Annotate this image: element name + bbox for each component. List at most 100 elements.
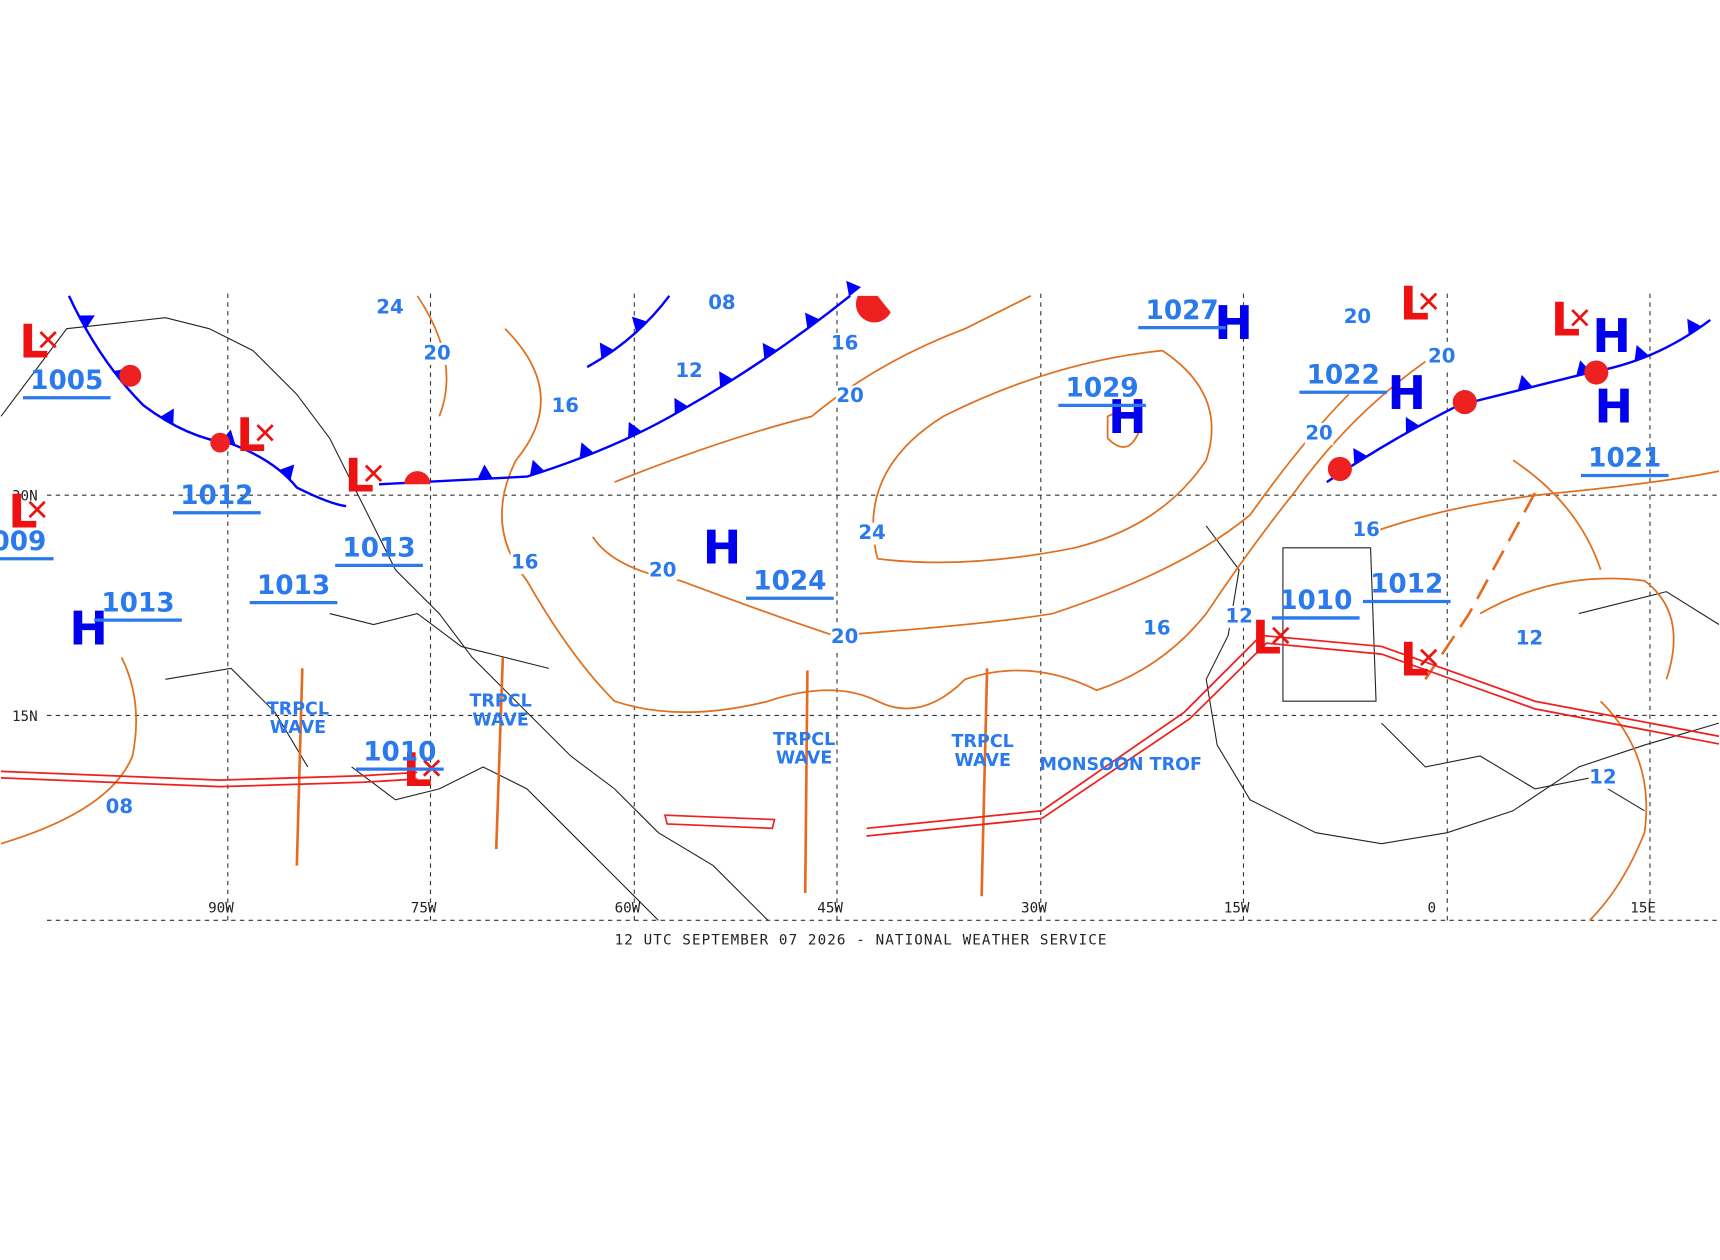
high-center: H: [1387, 366, 1426, 420]
pressure-value: 1029: [1066, 374, 1139, 404]
front-triangle: [160, 408, 174, 425]
longitude-label: 45W: [817, 901, 843, 917]
footer: 12 UTC SEPTEMBER 07 2026 - NATIONAL WEAT…: [615, 932, 1108, 948]
tropical-wave: [803, 670, 809, 893]
front-triangle: [846, 280, 862, 297]
isobar-label-bg: [1588, 766, 1618, 789]
triangle: [78, 315, 95, 329]
isobar: [1512, 459, 1602, 571]
isobar: [591, 393, 1350, 637]
low-marker: [28, 500, 46, 519]
low-center: L: [19, 315, 48, 369]
isobar-label-bg: [105, 796, 134, 819]
front-triangle: [1517, 374, 1533, 391]
high-center: H: [703, 521, 742, 575]
isobar-label-bg: [648, 559, 678, 582]
pressure-value: 1010: [1279, 586, 1352, 616]
low-center: L: [1400, 632, 1429, 686]
low-marker: [1420, 292, 1438, 310]
triangle: [762, 342, 778, 359]
isobar-label: 08: [708, 291, 735, 314]
pressure-value: 1027: [1146, 296, 1219, 326]
low-marker: [1272, 626, 1290, 645]
fronts: [67, 280, 1711, 508]
isobar-label-bg: [707, 292, 737, 315]
triangle: [631, 316, 648, 333]
isobar-label: 08: [106, 795, 133, 818]
isobar-label: 20: [649, 558, 676, 581]
low-marker: [256, 424, 274, 442]
isobar-label-bg: [674, 360, 704, 383]
triangle: [599, 342, 615, 359]
isobar-label-bg: [551, 395, 580, 418]
low-center: L: [236, 408, 265, 462]
grid: 90W 75W 60W 45W 30W 15W 0 15E 30N 15N: [12, 293, 1719, 921]
high-center: H: [1108, 390, 1147, 444]
isobar-label-bg: [1515, 627, 1544, 650]
longitude-label: 90W: [208, 901, 234, 917]
latitude-label: 30N: [12, 489, 38, 505]
front-triangle: [529, 459, 545, 476]
coastline: [1205, 525, 1720, 845]
warm-front-bulge: [404, 471, 431, 485]
isobar-label: 16: [552, 394, 579, 417]
tropical-wave: [295, 668, 304, 866]
isobar-label-bg: [1224, 605, 1254, 628]
front-triangle: [805, 312, 820, 329]
front-triangle: [631, 316, 648, 333]
warm-front-bulge: [1584, 360, 1609, 385]
warm-front-bulge: [855, 295, 891, 323]
triangle: [1634, 345, 1649, 362]
isobar-label: 20: [836, 384, 863, 407]
isobar-label: 20: [1428, 345, 1455, 368]
pressure-value: 1013: [342, 534, 415, 564]
high-center: H: [69, 602, 107, 656]
longitude-label: 0: [1428, 901, 1437, 917]
low-marker: [364, 464, 383, 482]
front-triangle: [1634, 345, 1649, 362]
pressure-value: 1005: [30, 366, 103, 396]
pressure-value: 1013: [257, 571, 330, 601]
isobar-label-bg: [422, 342, 452, 365]
front-triangle: [674, 397, 689, 415]
isobar-label-bg: [1142, 617, 1172, 640]
feature-label: TRPCL WAVE: [267, 699, 329, 738]
low-center: L: [345, 448, 374, 502]
labels: LLLHLHHHHLLHHLLL100510121013101310131009…: [0, 276, 1669, 819]
isobar-label-bg: [1351, 519, 1381, 542]
trough-line: [0, 770, 418, 781]
isobar-label-bg: [830, 333, 859, 355]
isobar-label-bg: [835, 385, 865, 408]
coastline: [351, 766, 659, 921]
isobar-label: 24: [858, 521, 885, 544]
tropical-waves: [295, 492, 1537, 897]
isobar-label: 16: [831, 332, 858, 355]
isobar: [872, 349, 1213, 564]
isobar-label-bg: [1304, 422, 1334, 445]
isobar: [0, 656, 137, 845]
isobar: [1106, 411, 1142, 448]
high-center: H: [1592, 309, 1631, 363]
warm-front-bulge: [119, 364, 142, 387]
feature-label: TRPCL WAVE: [952, 732, 1014, 771]
front-triangle: [579, 442, 594, 459]
isobar: [501, 328, 1426, 713]
triangle: [279, 464, 295, 481]
trough: [1424, 492, 1537, 681]
isobar: [1589, 700, 1648, 921]
isobar: [1479, 577, 1675, 680]
isobar-label: 12: [1589, 765, 1616, 788]
pressure-value: 1010: [363, 737, 436, 767]
cold-front: [586, 295, 671, 369]
isobar-label-bg: [830, 626, 859, 649]
warm-front-bulge: [210, 432, 230, 453]
pressure-value: 1009: [0, 527, 46, 557]
high-center: H: [1595, 379, 1634, 433]
isobar-label: 12: [1225, 604, 1252, 627]
isobar-label-bg: [1343, 306, 1372, 329]
front-triangle: [279, 464, 295, 481]
isobar-label: 20: [831, 625, 858, 648]
isobar-label: 12: [675, 359, 702, 382]
isobar-label-bg: [510, 552, 539, 575]
